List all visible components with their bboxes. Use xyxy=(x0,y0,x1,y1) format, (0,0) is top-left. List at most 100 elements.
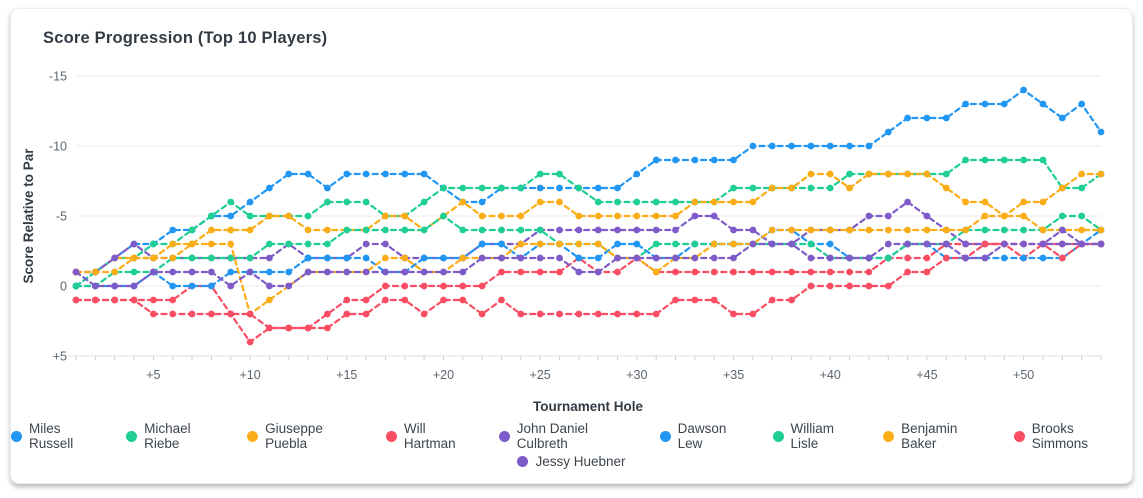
data-point[interactable] xyxy=(1097,226,1105,234)
data-point[interactable] xyxy=(227,226,235,234)
data-point[interactable] xyxy=(208,240,215,248)
data-point[interactable] xyxy=(498,254,505,262)
data-point[interactable] xyxy=(942,240,950,248)
data-point[interactable] xyxy=(440,212,447,220)
data-point[interactable] xyxy=(150,268,157,276)
data-point[interactable] xyxy=(768,268,776,276)
data-point[interactable] xyxy=(691,254,699,262)
data-point[interactable] xyxy=(150,240,157,248)
data-point[interactable] xyxy=(478,212,486,220)
data-point[interactable] xyxy=(846,268,853,276)
data-point[interactable] xyxy=(710,156,718,164)
data-point[interactable] xyxy=(652,212,660,220)
data-point[interactable] xyxy=(652,310,660,318)
data-point[interactable] xyxy=(942,226,950,234)
data-point[interactable] xyxy=(382,170,389,178)
data-point[interactable] xyxy=(826,282,834,290)
data-point[interactable] xyxy=(826,240,834,248)
data-point[interactable] xyxy=(1078,226,1086,234)
data-point[interactable] xyxy=(1097,240,1105,248)
data-point[interactable] xyxy=(904,240,911,248)
data-point[interactable] xyxy=(130,296,138,304)
data-point[interactable] xyxy=(362,198,370,206)
data-point[interactable] xyxy=(942,184,950,192)
data-point[interactable] xyxy=(304,324,312,332)
data-point[interactable] xyxy=(1058,184,1066,192)
data-point[interactable] xyxy=(1039,100,1047,108)
data-point[interactable] xyxy=(169,254,177,262)
data-point[interactable] xyxy=(826,184,834,192)
data-point[interactable] xyxy=(768,226,776,234)
data-point[interactable] xyxy=(981,198,989,206)
data-point[interactable] xyxy=(594,212,602,220)
data-point[interactable] xyxy=(285,268,293,276)
data-point[interactable] xyxy=(246,212,254,220)
data-point[interactable] xyxy=(324,198,331,206)
data-point[interactable] xyxy=(788,142,795,150)
legend-item[interactable]: Benjamin Baker xyxy=(883,421,995,451)
data-point[interactable] xyxy=(382,268,389,276)
legend-item[interactable]: Giuseppe Puebla xyxy=(247,421,367,451)
data-point[interactable] xyxy=(710,254,718,262)
data-point[interactable] xyxy=(169,282,177,290)
data-point[interactable] xyxy=(382,240,389,248)
data-point[interactable] xyxy=(884,212,892,220)
data-point[interactable] xyxy=(672,156,679,164)
data-point[interactable] xyxy=(324,254,331,262)
data-point[interactable] xyxy=(749,240,757,248)
data-point[interactable] xyxy=(362,268,370,276)
data-point[interactable] xyxy=(710,212,718,220)
data-point[interactable] xyxy=(846,170,853,178)
data-point[interactable] xyxy=(188,254,196,262)
data-point[interactable] xyxy=(652,156,660,164)
data-point[interactable] xyxy=(904,114,911,122)
data-point[interactable] xyxy=(111,296,119,304)
data-point[interactable] xyxy=(788,296,795,304)
data-point[interactable] xyxy=(1097,128,1105,136)
data-point[interactable] xyxy=(788,240,795,248)
data-point[interactable] xyxy=(188,240,196,248)
data-point[interactable] xyxy=(981,212,989,220)
data-point[interactable] xyxy=(826,142,834,150)
data-point[interactable] xyxy=(401,268,409,276)
data-point[interactable] xyxy=(826,268,834,276)
data-point[interactable] xyxy=(730,254,737,262)
data-point[interactable] xyxy=(324,310,331,318)
data-point[interactable] xyxy=(633,212,641,220)
data-point[interactable] xyxy=(962,100,969,108)
data-point[interactable] xyxy=(865,254,873,262)
legend-item[interactable]: Jessy Huebner xyxy=(517,454,626,469)
data-point[interactable] xyxy=(923,254,931,262)
data-point[interactable] xyxy=(575,240,583,248)
data-point[interactable] xyxy=(266,184,273,192)
data-point[interactable] xyxy=(362,310,370,318)
data-point[interactable] xyxy=(846,142,853,150)
data-point[interactable] xyxy=(420,268,428,276)
data-point[interactable] xyxy=(749,226,757,234)
data-point[interactable] xyxy=(169,268,177,276)
data-point[interactable] xyxy=(865,142,873,150)
data-point[interactable] xyxy=(246,226,254,234)
data-point[interactable] xyxy=(150,310,157,318)
data-point[interactable] xyxy=(498,240,505,248)
data-point[interactable] xyxy=(304,212,312,220)
data-point[interactable] xyxy=(594,198,602,206)
legend-item[interactable]: William Lisle xyxy=(772,421,865,451)
data-point[interactable] xyxy=(440,254,447,262)
data-point[interactable] xyxy=(594,268,602,276)
data-point[interactable] xyxy=(749,142,757,150)
data-point[interactable] xyxy=(923,240,931,248)
data-point[interactable] xyxy=(652,226,660,234)
data-point[interactable] xyxy=(401,212,409,220)
data-point[interactable] xyxy=(401,226,409,234)
data-point[interactable] xyxy=(652,240,660,248)
data-point[interactable] xyxy=(981,226,989,234)
data-point[interactable] xyxy=(478,184,486,192)
data-point[interactable] xyxy=(730,184,737,192)
data-point[interactable] xyxy=(459,226,467,234)
data-point[interactable] xyxy=(633,310,641,318)
data-point[interactable] xyxy=(556,226,563,234)
data-point[interactable] xyxy=(536,254,544,262)
data-point[interactable] xyxy=(788,268,795,276)
data-point[interactable] xyxy=(807,184,815,192)
